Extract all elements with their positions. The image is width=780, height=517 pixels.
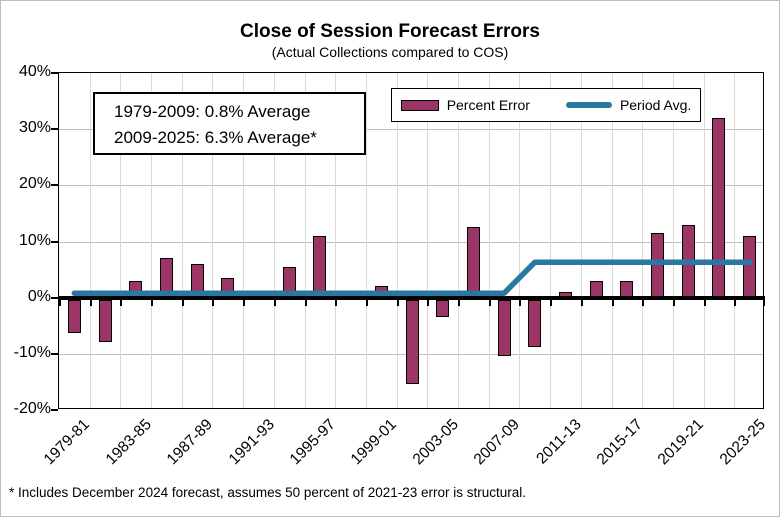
bar-2001-03 xyxy=(405,299,419,384)
vertical-gridline xyxy=(304,73,306,408)
y-axis-label: 30% xyxy=(18,119,51,137)
x-axis-label: 1995-97 xyxy=(286,416,339,469)
vertical-gridline xyxy=(703,73,705,408)
x-axis-tick xyxy=(763,295,765,306)
x-axis-tick xyxy=(550,295,553,306)
x-axis-tick xyxy=(672,295,675,306)
y-axis-label: 10% xyxy=(18,231,51,249)
y-axis-tick xyxy=(51,409,58,411)
horizontal-gridline xyxy=(59,185,763,187)
x-axis-tick xyxy=(519,295,522,306)
x-axis-tick xyxy=(488,295,491,306)
period-average-annotation: 1979-2009: 0.8% Average 2009-2025: 6.3% … xyxy=(93,92,366,155)
vertical-gridline xyxy=(519,73,521,408)
x-axis-label: 1999-01 xyxy=(348,416,401,469)
y-axis-tick xyxy=(51,352,58,355)
bar-1979-81 xyxy=(67,299,81,334)
y-axis-label: 40% xyxy=(18,63,51,80)
x-axis-tick xyxy=(151,295,154,306)
x-axis-tick xyxy=(396,295,399,306)
x-axis-tick xyxy=(734,295,737,306)
vertical-gridline xyxy=(734,73,736,408)
legend: Percent Error Period Avg. xyxy=(391,88,701,122)
x-axis-tick xyxy=(703,295,706,306)
vertical-gridline xyxy=(181,73,183,408)
x-axis-tick xyxy=(365,295,368,306)
x-axis-tick xyxy=(611,295,614,306)
x-axis-tick xyxy=(243,295,246,306)
plot-area xyxy=(51,72,765,411)
y-axis-tick xyxy=(51,296,58,299)
x-axis-tick xyxy=(120,295,123,306)
vertical-gridline xyxy=(89,73,91,408)
x-axis-tick xyxy=(427,295,430,306)
vertical-gridline xyxy=(488,73,490,408)
vertical-gridline xyxy=(458,73,460,408)
x-axis-tick xyxy=(89,295,92,306)
x-axis-tick xyxy=(458,295,461,306)
percent-error-swatch-icon xyxy=(400,99,439,111)
bar-2007-09 xyxy=(497,299,511,356)
y-axis-tick xyxy=(51,184,58,187)
vertical-gridline xyxy=(427,73,429,408)
legend-label-percent-error: Percent Error xyxy=(446,97,530,113)
annotation-line-2: 2009-2025: 6.3% Average* xyxy=(114,128,317,147)
vertical-gridline xyxy=(335,73,337,408)
x-axis-tick xyxy=(212,295,215,306)
vertical-gridline xyxy=(212,73,214,408)
x-axis-label: 2007-09 xyxy=(470,416,524,469)
x-axis-label: 2019-21 xyxy=(655,416,708,469)
zero-axis-line xyxy=(59,295,763,300)
period-avg-line xyxy=(71,259,753,296)
y-axis-label: 20% xyxy=(18,175,51,193)
bar-2009-11 xyxy=(528,299,542,348)
x-axis-tick xyxy=(580,295,583,306)
vertical-gridline xyxy=(580,73,582,408)
x-axis-tick xyxy=(273,295,276,306)
x-axis-label: 2003-05 xyxy=(409,416,462,469)
vertical-gridline xyxy=(151,73,153,408)
x-axis-label: 1991-93 xyxy=(225,416,278,469)
bar-1981-83 xyxy=(98,299,112,342)
horizontal-gridline xyxy=(59,241,763,243)
chart-title: Close of Session Forecast Errors xyxy=(240,21,540,42)
vertical-gridline xyxy=(120,73,122,408)
x-axis-tick xyxy=(181,295,184,306)
y-axis-label: 0% xyxy=(27,287,51,305)
x-axis-label: 1987-89 xyxy=(163,416,217,469)
vertical-gridline xyxy=(642,73,644,408)
x-axis-label: 2023-25 xyxy=(716,416,769,469)
y-axis-label: -10% xyxy=(13,343,51,361)
y-axis-tick xyxy=(51,72,58,74)
x-axis-tick xyxy=(642,295,645,306)
legend-label-period-avg: Period Avg. xyxy=(619,97,692,113)
chart-subtitle: (Actual Collections compared to COS) xyxy=(271,44,509,60)
vertical-gridline xyxy=(672,73,674,408)
vertical-gridline xyxy=(243,73,245,408)
x-axis-label: 1979-81 xyxy=(41,416,94,469)
vertical-gridline xyxy=(550,73,552,408)
horizontal-gridline xyxy=(59,129,763,131)
vertical-gridline xyxy=(365,73,367,408)
y-axis-tick xyxy=(51,128,58,131)
vertical-gridline xyxy=(273,73,275,408)
x-axis-label: 2015-17 xyxy=(593,416,646,469)
vertical-gridline xyxy=(396,73,398,408)
x-axis-label: 1983-85 xyxy=(102,416,155,469)
footnote: * Includes December 2024 forecast, assum… xyxy=(9,485,527,500)
y-axis-tick xyxy=(51,240,58,243)
x-axis-tick xyxy=(59,295,61,306)
x-axis-tick xyxy=(304,295,307,306)
x-axis-tick xyxy=(335,295,338,306)
vertical-gridline xyxy=(611,73,613,408)
period-avg-swatch-icon xyxy=(565,102,612,108)
bar-2003-05 xyxy=(436,299,450,317)
x-axis-label: 2011-13 xyxy=(533,416,585,468)
annotation-line-1: 1979-2009: 0.8% Average xyxy=(114,102,311,121)
y-axis-label: -20% xyxy=(13,400,51,417)
